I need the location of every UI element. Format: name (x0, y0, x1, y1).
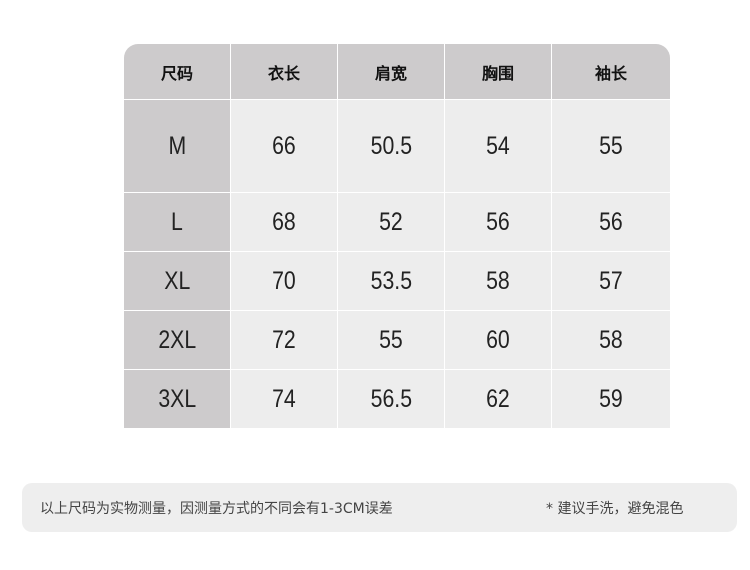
size-label: L (124, 193, 231, 252)
measurement-note: 以上尺码为实物测量，因测量方式的不同会有1-3CM误差 (40, 501, 393, 517)
cell-value: 59 (599, 384, 623, 413)
cell-value: 52 (379, 207, 403, 236)
cell-value: 55 (379, 325, 403, 354)
measurement-cell: 50.5 (338, 100, 445, 193)
measurement-cell: 62 (445, 370, 552, 429)
measurement-cell: 59 (552, 370, 670, 429)
measurement-cell: 52 (338, 193, 445, 252)
measurement-cell: 70 (231, 252, 338, 311)
cell-value: 70 (272, 266, 296, 295)
cell-value: 58 (486, 266, 510, 295)
size-label: XL (124, 252, 231, 311)
measurement-cell: 55 (338, 311, 445, 370)
footer-note-box: 以上尺码为实物测量，因测量方式的不同会有1-3CM误差 * 建议手洗，避免混色 (22, 483, 737, 532)
measurement-cell: 60 (445, 311, 552, 370)
cell-value: 56 (486, 207, 510, 236)
measurement-cell: 56 (445, 193, 552, 252)
column-header: 肩宽 (338, 44, 445, 100)
cell-value: L (171, 207, 183, 236)
cell-value: 53.5 (370, 266, 412, 295)
cell-value: 50.5 (370, 131, 412, 160)
care-note: * 建议手洗，避免混色 (546, 501, 684, 517)
cell-value: 55 (599, 131, 623, 160)
cell-value: 56 (599, 207, 623, 236)
cell-value: XL (163, 266, 191, 295)
cell-value: 58 (599, 325, 623, 354)
cell-value: 62 (486, 384, 510, 413)
cell-value: 57 (599, 266, 623, 295)
measurement-cell: 55 (552, 100, 670, 193)
measurement-cell: 56.5 (338, 370, 445, 429)
column-header: 袖长 (552, 44, 670, 100)
cell-value: 74 (272, 384, 296, 413)
measurement-cell: 54 (445, 100, 552, 193)
size-label: 2XL (124, 311, 231, 370)
measurement-cell: 56 (552, 193, 670, 252)
cell-value: 66 (272, 131, 296, 160)
column-header: 尺码 (124, 44, 231, 100)
measurement-cell: 53.5 (338, 252, 445, 311)
cell-value: 68 (272, 207, 296, 236)
measurement-cell: 68 (231, 193, 338, 252)
measurement-cell: 57 (552, 252, 670, 311)
cell-value: M (168, 131, 186, 160)
size-label: M (124, 100, 231, 193)
measurement-cell: 66 (231, 100, 338, 193)
column-header: 胸围 (445, 44, 552, 100)
column-header: 衣长 (231, 44, 338, 100)
size-chart-table: 尺码 衣长 肩宽 胸围 袖长 M 66 50.5 54 55 L 68 52 56 56 XL 70 53.5 58… (124, 44, 670, 429)
cell-value: 3XL (158, 384, 196, 413)
measurement-cell: 58 (445, 252, 552, 311)
measurement-cell: 58 (552, 311, 670, 370)
cell-value: 2XL (158, 325, 196, 354)
cell-value: 54 (486, 131, 510, 160)
size-label: 3XL (124, 370, 231, 429)
cell-value: 56.5 (370, 384, 412, 413)
cell-value: 72 (272, 325, 296, 354)
measurement-cell: 74 (231, 370, 338, 429)
measurement-cell: 72 (231, 311, 338, 370)
cell-value: 60 (486, 325, 510, 354)
